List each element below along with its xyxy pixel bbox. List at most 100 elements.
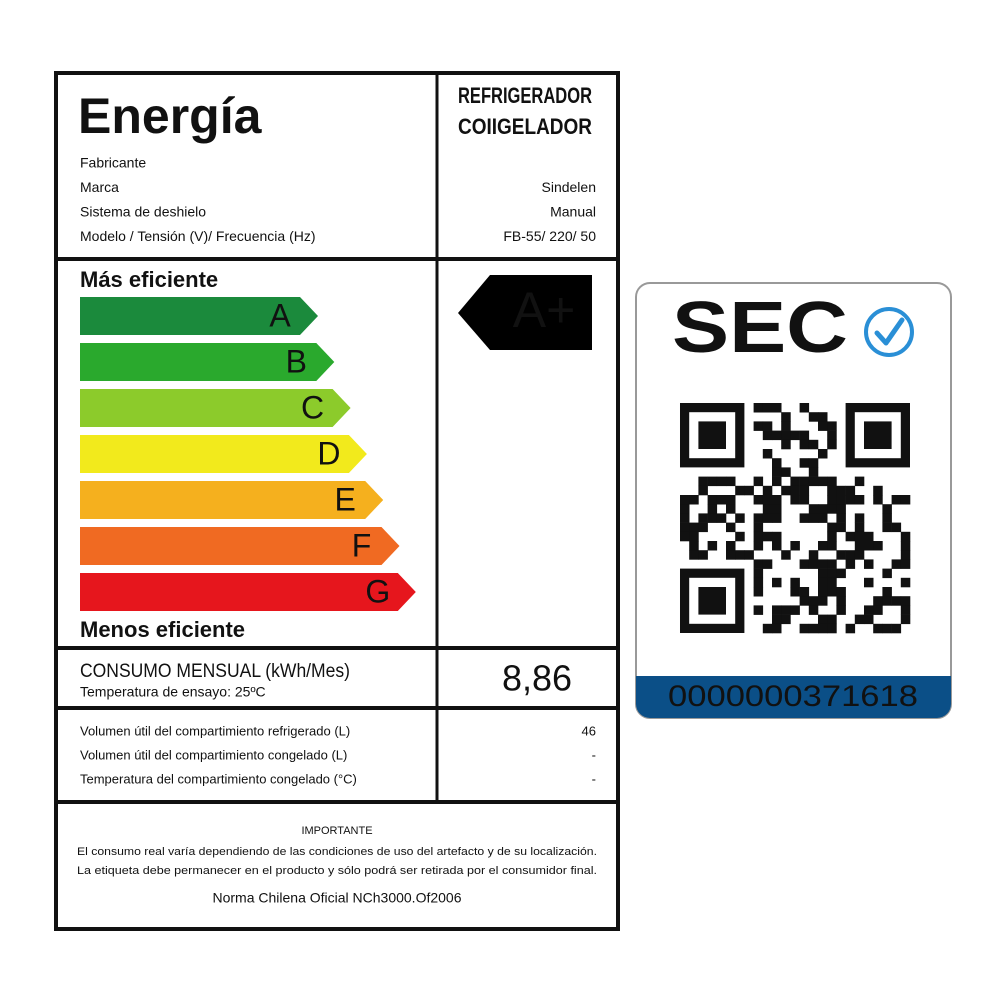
qr-module [854, 476, 865, 487]
qr-module [726, 522, 736, 533]
qr-module [753, 403, 764, 413]
qr-module [827, 541, 837, 551]
qr-finder-center [698, 587, 726, 615]
qr-module [818, 623, 828, 634]
qr-module [753, 522, 764, 533]
qr-module [818, 541, 828, 551]
qr-module [772, 476, 782, 487]
qr-module [808, 559, 819, 569]
qr-module [808, 476, 819, 487]
qr-module [772, 605, 782, 615]
qr-module [753, 587, 764, 597]
qr-module [772, 430, 782, 441]
qr-module [808, 605, 819, 615]
qr-module [799, 513, 810, 523]
qr-module [716, 495, 727, 505]
field-label: Modelo / Tensión (V)/ Frecuencia (Hz) [80, 228, 316, 244]
qr-module [772, 467, 782, 477]
qr-module [827, 430, 837, 441]
qr-module [799, 623, 810, 634]
title: Energía [78, 88, 263, 144]
qr-module [781, 614, 791, 625]
qr-module [790, 476, 800, 487]
qr-finder [679, 568, 745, 634]
qr-module [864, 605, 874, 615]
qr-module [781, 412, 791, 422]
qr-module [845, 485, 856, 496]
qr-module [799, 596, 810, 606]
qr-module [772, 541, 782, 551]
qr-module [900, 605, 911, 615]
qr-module [900, 614, 911, 625]
qr-module [900, 531, 911, 542]
qr-module [827, 476, 837, 487]
qr-module [836, 587, 846, 597]
qr-module [891, 596, 902, 606]
qr-module [772, 577, 782, 588]
qr-module [854, 513, 865, 523]
qr-module [900, 559, 911, 569]
qr-module [753, 513, 764, 523]
qr-module [845, 623, 856, 634]
qr-module [900, 495, 911, 505]
qr-module [854, 541, 865, 551]
grade-letter: E [335, 481, 356, 517]
qr-module [772, 495, 782, 505]
qr-module [827, 614, 837, 625]
grade-letter: B [286, 343, 307, 379]
qr-module [762, 403, 773, 413]
qr-module [818, 513, 828, 523]
qr-finder [679, 403, 745, 468]
qr-module [808, 513, 819, 523]
qr-module [799, 476, 810, 487]
qr-module [836, 495, 846, 505]
qr-module [680, 495, 690, 505]
qr-module [808, 550, 819, 560]
qr-module [827, 577, 837, 588]
qr-module [698, 522, 708, 533]
qr-module [707, 495, 718, 505]
qr-module [882, 587, 892, 597]
grade-arrow [80, 389, 351, 427]
spec-value: - [592, 771, 596, 786]
qr-module [799, 439, 810, 450]
sec-card [635, 282, 952, 719]
rating-arrow [458, 275, 592, 350]
qr-module [836, 596, 846, 606]
qr-module [689, 531, 699, 542]
qr-module [790, 577, 800, 588]
top-label: Más eficiente [80, 267, 218, 292]
field-label: Fabricante [80, 155, 146, 171]
grade-arrow [80, 435, 367, 473]
qr-module [882, 568, 892, 579]
qr-module [882, 623, 892, 634]
product-type: COIIGELADOR [458, 114, 592, 139]
qr-module [781, 605, 791, 615]
qr-module [680, 522, 690, 533]
qr-module [836, 550, 846, 560]
qr-module [827, 495, 837, 505]
qr-module [873, 623, 883, 634]
important-line: La etiqueta debe permanecer en el produc… [77, 865, 597, 877]
qr-module [882, 513, 892, 523]
important-line: El consumo real varía dependiendo de las… [77, 846, 597, 858]
qr-module [827, 421, 837, 431]
qr-module [808, 412, 819, 422]
qr-module [726, 495, 736, 505]
qr-module [781, 467, 791, 477]
qr-module [790, 587, 800, 597]
qr-module [854, 522, 865, 533]
qr-module [818, 577, 828, 588]
label-frame [54, 71, 620, 931]
qr-module [827, 568, 837, 579]
qr-module [753, 568, 764, 579]
field-label: Marca [80, 179, 119, 195]
qr-module [818, 412, 828, 422]
spec-label: Volumen útil del compartimiento refriger… [80, 723, 350, 738]
grade-arrow [80, 481, 384, 519]
qr-module [753, 531, 764, 542]
qr-module [864, 541, 874, 551]
qr-module [836, 522, 846, 533]
grade-arrow [80, 297, 318, 335]
